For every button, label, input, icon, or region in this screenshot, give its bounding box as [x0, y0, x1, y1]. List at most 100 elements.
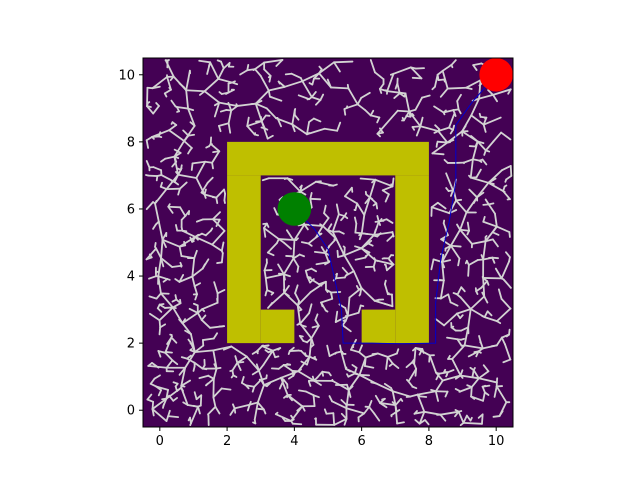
tree-edge — [159, 323, 167, 329]
tree-edge — [201, 337, 215, 341]
tree-edge — [192, 404, 199, 408]
tree-edge — [157, 389, 163, 397]
tree-edge — [296, 265, 300, 273]
tree-edge — [337, 213, 346, 217]
tree-edge — [474, 140, 479, 148]
tree-edge — [151, 408, 168, 422]
tree-edge — [155, 292, 162, 300]
tree-edge — [314, 319, 320, 327]
tree-edge — [154, 242, 157, 248]
tree-edge — [379, 127, 384, 134]
tree-edge — [161, 238, 167, 249]
tree-edge — [196, 312, 203, 321]
tree-edge — [446, 336, 459, 341]
tree-edge — [292, 372, 296, 377]
tree-edge — [462, 414, 468, 424]
obstacle-bottom-right-foot — [361, 309, 396, 344]
tree-edge — [146, 393, 153, 401]
tree-edge — [384, 263, 388, 272]
tree-edge — [496, 320, 502, 325]
tree-edge — [310, 324, 320, 340]
tree-edge — [419, 395, 428, 398]
tree-edge — [174, 278, 181, 283]
tree-edge — [313, 379, 322, 386]
x-tick-label: 2 — [223, 434, 231, 449]
tree-edge — [371, 178, 377, 184]
tree-edge — [168, 129, 186, 142]
tree-edge — [213, 101, 221, 107]
tree-edge — [191, 267, 204, 278]
tree-edge — [259, 74, 270, 92]
tree-edge — [223, 192, 227, 202]
tree-edge — [368, 178, 377, 199]
tree-edge — [264, 291, 268, 297]
tree-edge — [343, 254, 355, 273]
tree-edge — [254, 61, 266, 71]
tree-edge — [178, 318, 184, 325]
tree-edge — [263, 376, 282, 386]
tree-edge — [191, 275, 196, 288]
tree-edge — [487, 181, 495, 185]
tree-edge — [500, 298, 512, 310]
tree-edge — [183, 138, 187, 142]
tree-edge — [172, 397, 178, 402]
tree-edge — [437, 126, 450, 132]
tree-edge — [163, 92, 168, 98]
tree-edge — [215, 188, 225, 199]
tree-edge — [379, 402, 388, 409]
tree-edge — [178, 275, 194, 283]
tree-edge — [491, 256, 496, 264]
tree-edge — [502, 190, 506, 193]
tree-edge — [507, 88, 512, 95]
tree-edge — [282, 273, 291, 278]
tree-edge — [298, 389, 307, 393]
tree-edge — [146, 398, 155, 403]
tree-edge — [284, 72, 293, 76]
tree-edge — [394, 404, 398, 413]
tree-edge — [167, 409, 171, 418]
tree-edge — [373, 412, 381, 422]
tree-edge — [294, 284, 299, 295]
tree-edge — [433, 105, 445, 114]
tree-edge — [472, 64, 478, 71]
tree-edge — [413, 410, 418, 415]
tree-edge — [459, 314, 464, 320]
tree-edge — [508, 231, 511, 238]
tree-edge — [441, 374, 462, 382]
tree-edge — [373, 228, 377, 236]
tree-edge — [151, 408, 155, 417]
tree-edge — [200, 319, 211, 329]
tree-edge — [356, 103, 366, 111]
tree-edge — [161, 397, 168, 401]
tree-edge — [262, 408, 267, 415]
tree-edge — [332, 412, 336, 426]
tree-edge — [484, 116, 488, 120]
tree-edge — [306, 355, 311, 366]
tree-edge — [394, 398, 402, 407]
tree-edge — [346, 373, 350, 378]
tree-edge — [505, 251, 511, 259]
tree-edge — [396, 421, 405, 425]
tree-edge — [286, 177, 294, 181]
tree-edge — [367, 242, 374, 247]
tree-edge — [209, 143, 221, 153]
tree-edge — [172, 302, 182, 309]
tree-edge — [341, 324, 352, 333]
tree-edge — [185, 89, 206, 93]
tree-edge — [392, 66, 412, 75]
tree-edge — [381, 397, 386, 401]
tree-edge — [167, 203, 171, 208]
tree-edge — [211, 150, 221, 164]
tree-edge — [369, 114, 381, 119]
tree-edge — [296, 304, 303, 311]
tree-edge — [159, 185, 168, 190]
tree-edge — [319, 93, 325, 101]
tree-edge — [443, 158, 449, 164]
tree-edge — [192, 302, 199, 307]
tree-edge — [313, 250, 327, 255]
tree-edge — [154, 202, 160, 223]
tree-edge — [482, 116, 502, 126]
tree-edge — [449, 228, 461, 247]
tree-edge — [413, 347, 417, 365]
tree-edge — [446, 86, 468, 90]
